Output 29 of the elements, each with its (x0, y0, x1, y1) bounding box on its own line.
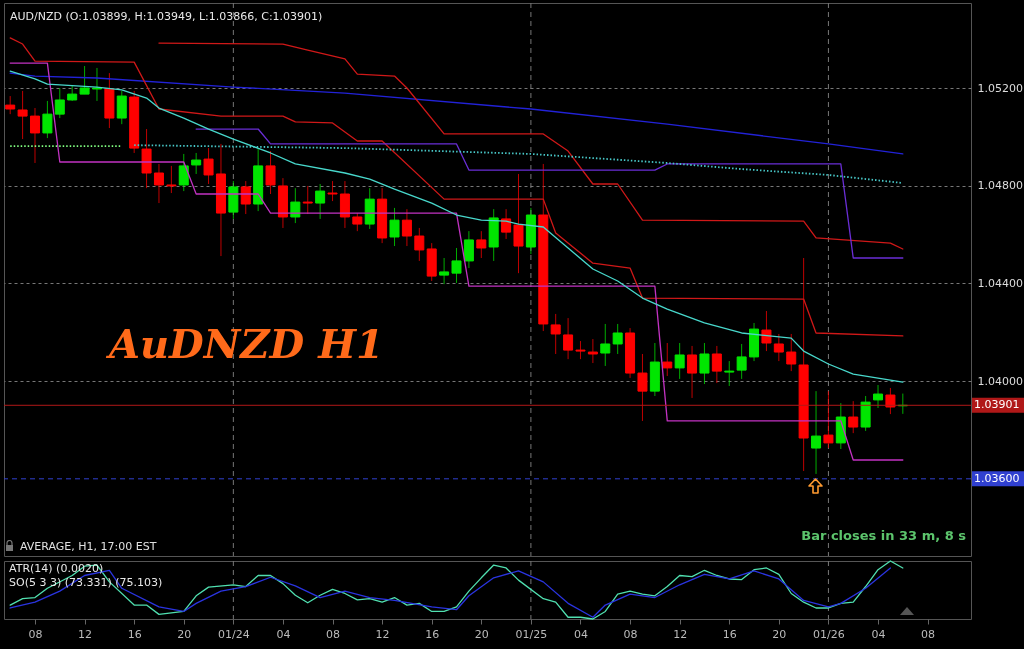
x-tick-label: 04 (871, 627, 886, 641)
x-tick-label: 01/24 (218, 627, 250, 641)
y-tick-label: 1.04400 (977, 276, 1023, 290)
x-tick-label: 01/26 (813, 627, 845, 641)
x-tick-label: 16 (425, 627, 440, 641)
x-tick-label: 16 (127, 627, 142, 641)
x-tick-label: 08 (921, 627, 936, 641)
annotation: AuDNZD H1 (105, 320, 384, 367)
x-tick-label: 04 (573, 627, 588, 641)
y-tick-label: 1.05200 (977, 81, 1023, 95)
text: AUD/NZD (O:1.03899, H:1.03949, L:1.03866, C:1.03901) (10, 10, 323, 23)
x-tick-label: 20 (772, 627, 787, 641)
annotation: Bar closes in 33 m, 8 s (801, 528, 967, 543)
y-tick-label: 1.04000 (977, 374, 1023, 388)
x-tick-label: 08 (28, 627, 43, 641)
x-tick-label: 20 (474, 627, 489, 641)
ref-line-label: 1.03901 (974, 398, 1020, 412)
x-tick-label: 01/25 (515, 627, 548, 641)
x-tick-label: 08 (623, 627, 638, 641)
x-tick-label: 16 (722, 627, 737, 641)
x-tick-label: 08 (326, 627, 341, 641)
x-tick-label: 04 (276, 627, 291, 641)
x-tick-label: 20 (177, 627, 192, 641)
x-tick-label: 12 (375, 627, 390, 641)
x-tick-label: 12 (673, 627, 688, 641)
y-tick-label: 1.04800 (977, 179, 1023, 193)
annotation: AVERAGE, H1, 17:00 EST (20, 540, 157, 553)
ref-line-label: 1.03600 (974, 471, 1020, 485)
x-tick-label: 12 (78, 627, 93, 641)
